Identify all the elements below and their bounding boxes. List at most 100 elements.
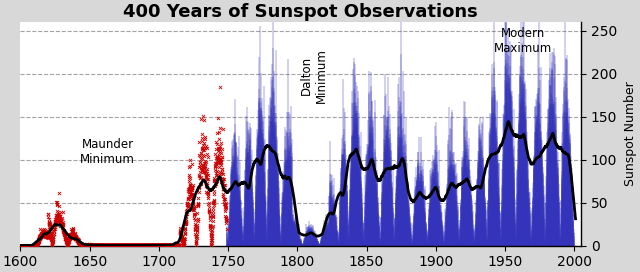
Point	[209, 203, 219, 207]
Point	[112, 243, 122, 248]
Point	[120, 243, 130, 248]
Point	[142, 243, 152, 248]
Point	[129, 243, 139, 248]
Point	[144, 243, 154, 248]
Point	[31, 243, 42, 248]
Point	[163, 243, 173, 248]
Point	[67, 232, 77, 236]
Point	[49, 227, 59, 231]
Point	[128, 243, 138, 248]
Point	[131, 243, 141, 248]
Point	[185, 157, 195, 162]
Point	[145, 243, 155, 248]
Point	[42, 235, 52, 239]
Point	[59, 231, 69, 236]
Point	[43, 215, 53, 219]
Point	[170, 243, 180, 247]
Point	[173, 243, 184, 247]
Point	[151, 243, 161, 248]
Point	[198, 146, 208, 151]
Point	[125, 243, 136, 248]
Point	[27, 243, 37, 248]
Point	[164, 243, 175, 248]
Point	[191, 235, 201, 239]
Point	[195, 181, 205, 186]
Point	[203, 172, 213, 177]
Point	[37, 232, 47, 237]
Point	[180, 232, 190, 237]
Point	[88, 243, 99, 247]
Point	[197, 169, 207, 173]
Point	[102, 243, 113, 248]
Point	[24, 243, 35, 248]
Point	[171, 243, 181, 247]
Point	[170, 243, 180, 247]
Point	[214, 155, 224, 159]
Point	[54, 216, 64, 221]
Point	[28, 243, 38, 248]
Point	[191, 239, 201, 243]
Point	[90, 243, 100, 248]
Point	[136, 243, 146, 248]
Point	[144, 243, 154, 248]
Point	[194, 185, 204, 189]
Point	[220, 196, 230, 201]
Point	[196, 132, 207, 136]
Point	[159, 243, 169, 248]
Point	[17, 243, 27, 248]
Point	[168, 243, 178, 247]
Point	[118, 243, 129, 248]
Point	[180, 229, 190, 233]
Point	[120, 243, 130, 248]
Point	[65, 235, 76, 239]
Point	[95, 243, 105, 248]
Point	[67, 233, 77, 237]
Point	[113, 243, 124, 248]
Point	[19, 243, 29, 248]
Point	[216, 160, 227, 164]
Point	[179, 241, 189, 245]
Point	[17, 243, 27, 248]
Point	[140, 243, 150, 248]
Point	[83, 243, 93, 247]
Point	[40, 232, 51, 237]
Point	[218, 172, 228, 176]
Point	[42, 235, 52, 240]
Point	[90, 243, 100, 248]
Point	[206, 238, 216, 242]
Point	[45, 231, 56, 236]
Point	[148, 243, 159, 248]
Point	[131, 243, 141, 248]
Point	[200, 146, 211, 150]
Point	[74, 241, 84, 246]
Point	[93, 243, 103, 248]
Point	[142, 243, 152, 248]
Point	[163, 243, 173, 248]
Point	[168, 243, 179, 247]
Point	[108, 243, 118, 248]
Point	[94, 243, 104, 248]
Point	[115, 243, 125, 248]
Point	[109, 243, 119, 248]
Point	[212, 154, 222, 159]
Point	[83, 243, 93, 247]
Point	[200, 169, 211, 173]
Point	[152, 243, 163, 247]
Point	[217, 167, 227, 171]
Point	[166, 243, 177, 247]
Point	[207, 238, 217, 242]
Point	[139, 243, 149, 248]
Point	[122, 243, 132, 248]
Point	[136, 243, 146, 248]
Point	[124, 243, 134, 248]
Point	[156, 243, 166, 248]
Point	[201, 143, 211, 148]
Point	[91, 243, 101, 248]
Point	[70, 231, 80, 236]
Point	[166, 243, 176, 247]
Point	[93, 243, 104, 248]
Point	[49, 223, 60, 228]
Point	[148, 243, 158, 248]
Point	[188, 208, 198, 212]
Point	[217, 180, 227, 184]
